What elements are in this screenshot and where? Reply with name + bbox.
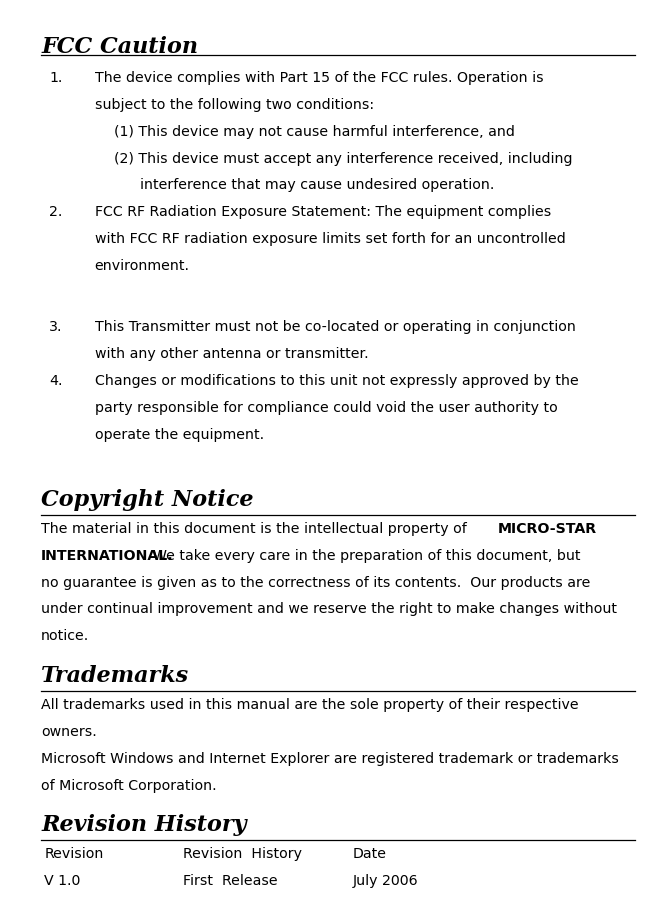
Text: 3.: 3. bbox=[49, 320, 63, 334]
Text: The material in this document is the intellectual property of: The material in this document is the int… bbox=[41, 521, 471, 536]
Text: party responsible for compliance could void the user authority to: party responsible for compliance could v… bbox=[95, 400, 558, 415]
Text: INTERNATIONAL.: INTERNATIONAL. bbox=[41, 549, 174, 562]
Text: Microsoft Windows and Internet Explorer are registered trademark or trademarks: Microsoft Windows and Internet Explorer … bbox=[41, 752, 619, 765]
Text: notice.: notice. bbox=[41, 629, 89, 643]
Text: 2.: 2. bbox=[49, 205, 62, 219]
Text: Revision  History: Revision History bbox=[183, 847, 302, 861]
Text: 4.: 4. bbox=[49, 374, 63, 388]
Text: First  Release: First Release bbox=[183, 874, 278, 888]
Text: FCC RF Radiation Exposure Statement: The equipment complies: FCC RF Radiation Exposure Statement: The… bbox=[95, 205, 551, 219]
Text: 1.: 1. bbox=[49, 71, 62, 85]
Text: Trademarks: Trademarks bbox=[41, 665, 189, 687]
Text: of Microsoft Corporation.: of Microsoft Corporation. bbox=[41, 778, 217, 793]
Text: with FCC RF radiation exposure limits set forth for an uncontrolled: with FCC RF radiation exposure limits se… bbox=[95, 232, 565, 246]
Text: July 2006: July 2006 bbox=[353, 874, 418, 888]
Text: environment.: environment. bbox=[95, 258, 189, 273]
Text: We take every care in the preparation of this document, but: We take every care in the preparation of… bbox=[144, 549, 581, 562]
Text: subject to the following two conditions:: subject to the following two conditions: bbox=[95, 98, 374, 112]
Text: no guarantee is given as to the correctness of its contents.  Our products are: no guarantee is given as to the correctn… bbox=[41, 575, 590, 590]
Text: The device complies with Part 15 of the FCC rules. Operation is: The device complies with Part 15 of the … bbox=[95, 71, 543, 85]
Text: (2) This device must accept any interference received, including: (2) This device must accept any interfer… bbox=[114, 151, 573, 166]
Text: with any other antenna or transmitter.: with any other antenna or transmitter. bbox=[95, 347, 368, 361]
Text: Copyright Notice: Copyright Notice bbox=[41, 489, 253, 511]
Text: interference that may cause undesired operation.: interference that may cause undesired op… bbox=[140, 178, 495, 192]
Text: FCC Caution: FCC Caution bbox=[41, 36, 198, 58]
Text: All trademarks used in this manual are the sole property of their respective: All trademarks used in this manual are t… bbox=[41, 698, 579, 712]
Text: Revision History: Revision History bbox=[41, 814, 247, 836]
Text: (1) This device may not cause harmful interference, and: (1) This device may not cause harmful in… bbox=[114, 125, 515, 138]
Text: Changes or modifications to this unit not expressly approved by the: Changes or modifications to this unit no… bbox=[95, 374, 579, 388]
Text: This Transmitter must not be co-located or operating in conjunction: This Transmitter must not be co-located … bbox=[95, 320, 575, 334]
Text: Date: Date bbox=[353, 847, 387, 861]
Text: MICRO-STAR: MICRO-STAR bbox=[498, 521, 597, 536]
Text: owners.: owners. bbox=[41, 724, 97, 739]
Text: V 1.0: V 1.0 bbox=[44, 874, 81, 888]
Text: under continual improvement and we reserve the right to make changes without: under continual improvement and we reser… bbox=[41, 602, 617, 616]
Text: operate the equipment.: operate the equipment. bbox=[95, 428, 264, 441]
Text: Revision: Revision bbox=[44, 847, 104, 861]
